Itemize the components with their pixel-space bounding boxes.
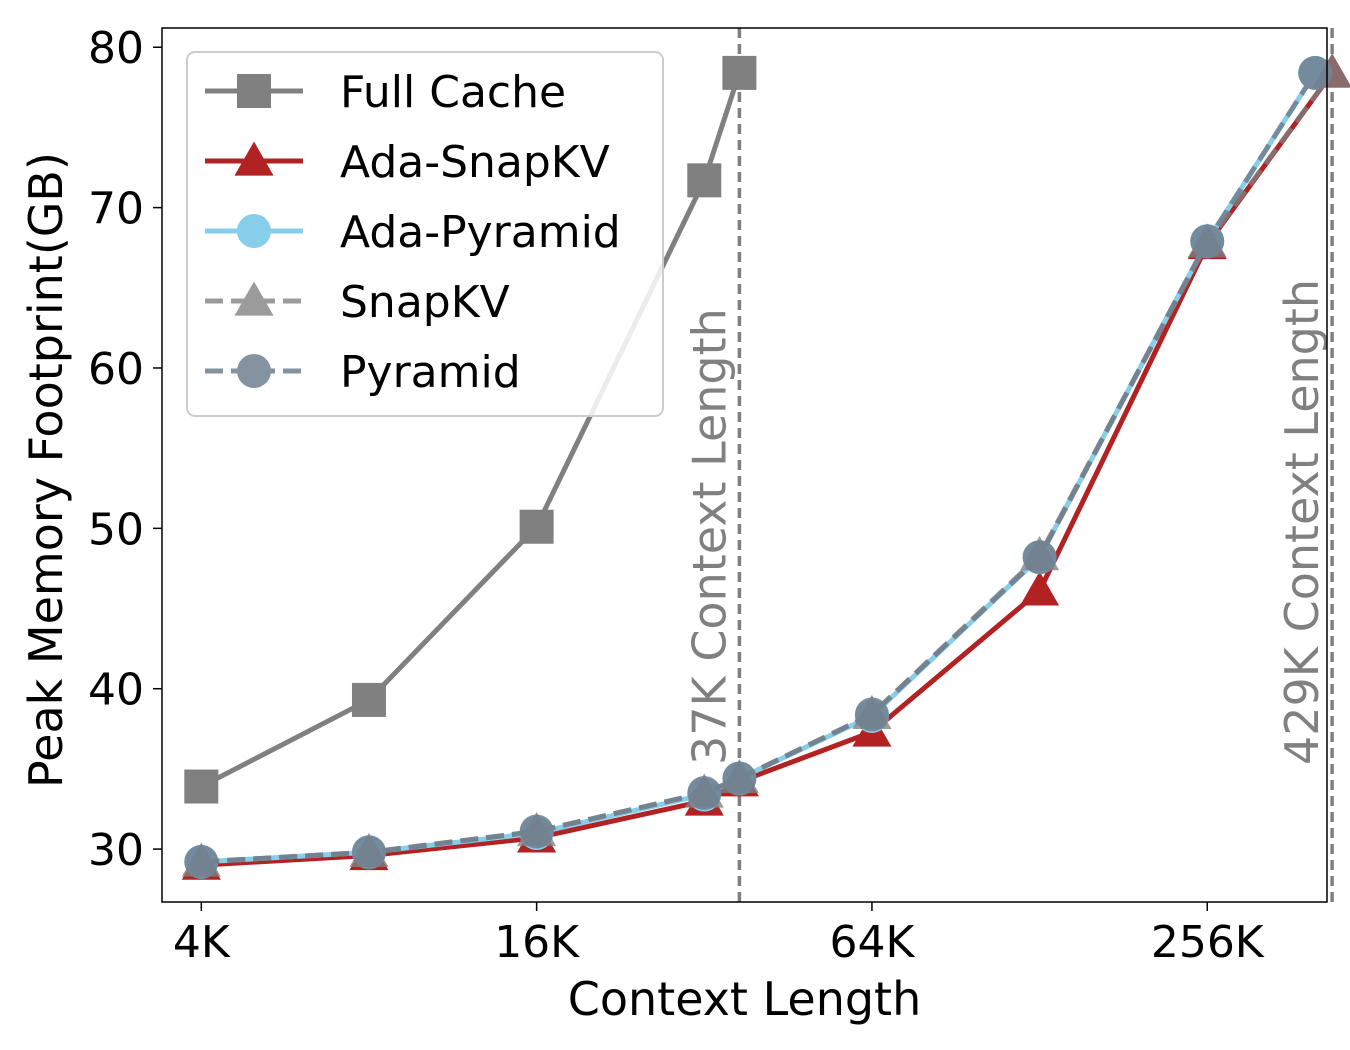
legend-marker [234,281,274,316]
x-axis-label: Context Length [568,972,922,1026]
data-point [184,844,219,879]
x-tick-label: 256K [1151,917,1265,968]
plot-area-frame [161,27,1328,903]
legend: Full Cache Ada-SnapKV Ada-Pyramid SnapKV Pyr… [186,51,664,417]
axis-ticks: 4K 16K 64K 256K 30 40 50 60 70 80 [88,23,1265,968]
data-point [1190,224,1225,259]
y-tick-label: 40 [88,665,144,716]
legend-label: SnapKV [340,277,510,328]
series-layer [181,53,1350,880]
x-tick-label: 4K [173,917,231,968]
data-point [687,775,722,810]
x-tick-label: 64K [830,917,916,968]
data-point [722,55,757,90]
legend-entry-snapkv [205,281,303,316]
y-tick-label: 70 [88,184,144,235]
data-point [1020,571,1060,606]
series-full-cache [184,55,757,804]
data-point [184,769,219,804]
legend-entry-ada-snapkv [205,141,303,176]
data-point [1022,540,1057,575]
data-point [1298,55,1333,90]
data-point [722,761,757,796]
legend-marker [237,354,271,388]
reference-lines: 37K Context Length 429K Context Length [682,28,1334,902]
y-tick-label: 80 [88,23,144,74]
data-point [519,814,554,849]
legend-box [186,51,664,417]
y-tick-label: 30 [88,825,144,876]
legend-marker [237,214,271,248]
data-point [854,697,889,732]
legend-entry-pyramid [205,354,303,388]
data-point [519,509,554,544]
y-tick-label: 50 [88,504,144,555]
legend-label: Ada-SnapKV [340,137,610,188]
legend-label: Full Cache [340,67,566,118]
legend-entry-full-cache [205,74,303,108]
legend-entry-ada-pyramid [205,214,303,248]
data-point [351,682,386,717]
vline-label: 429K Context Length [1275,279,1329,765]
data-point [687,163,722,198]
data-point [351,835,386,870]
x-tick-label: 16K [494,917,580,968]
y-tick-label: 60 [88,344,144,395]
legend-marker [234,141,274,176]
series-pyramid [184,55,1333,879]
legend-label: Pyramid [340,347,521,398]
vline-label: 37K Context Length [682,308,736,765]
legend-label: Ada-Pyramid [340,207,621,258]
y-axis-label: Peak Memory Footprint(GB) [19,152,73,788]
legend-marker [237,74,271,108]
